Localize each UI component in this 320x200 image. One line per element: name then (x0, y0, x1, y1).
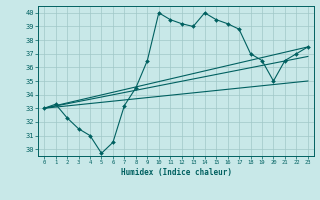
X-axis label: Humidex (Indice chaleur): Humidex (Indice chaleur) (121, 168, 231, 177)
